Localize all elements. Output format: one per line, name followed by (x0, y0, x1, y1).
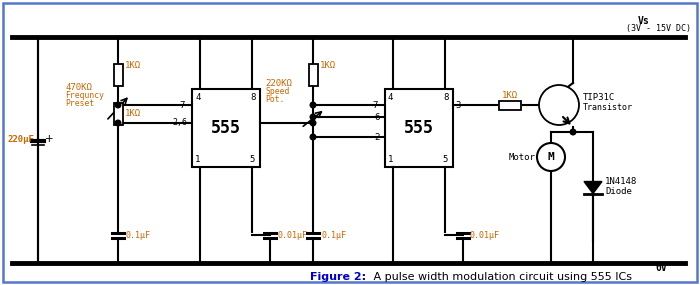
Text: 1KΩ: 1KΩ (125, 109, 141, 119)
Text: 4: 4 (195, 93, 200, 103)
Text: Pot.: Pot. (265, 95, 284, 103)
Text: Transistor: Transistor (583, 103, 633, 111)
Text: 6: 6 (374, 113, 379, 121)
Text: 0.1μF: 0.1μF (126, 231, 151, 239)
Text: 1KΩ: 1KΩ (502, 91, 518, 101)
Text: Motor: Motor (509, 152, 536, 162)
Text: Figure 2:: Figure 2: (310, 272, 366, 282)
Text: 1: 1 (195, 154, 200, 164)
Circle shape (310, 102, 316, 108)
Circle shape (116, 120, 121, 126)
Circle shape (116, 102, 121, 108)
Text: Speed: Speed (265, 87, 289, 95)
Text: 220KΩ: 220KΩ (265, 78, 292, 87)
Text: (3V - 15V DC): (3V - 15V DC) (626, 25, 691, 34)
Bar (499, 101, 521, 109)
Text: 8: 8 (250, 93, 255, 103)
Text: A pulse width modulation circuit using 555 ICs: A pulse width modulation circuit using 5… (370, 272, 632, 282)
Text: +: + (45, 134, 54, 144)
Text: Preset: Preset (65, 99, 94, 107)
Text: Diode: Diode (605, 187, 632, 196)
Text: Frequncy: Frequncy (65, 91, 104, 99)
Text: 1: 1 (388, 154, 393, 164)
Text: 555: 555 (211, 119, 241, 137)
Text: 8: 8 (443, 93, 449, 103)
Bar (309, 64, 318, 86)
Text: 1N4148: 1N4148 (605, 177, 637, 186)
Polygon shape (584, 182, 602, 194)
Text: 1KΩ: 1KΩ (320, 60, 336, 70)
Circle shape (310, 120, 316, 126)
Bar (113, 103, 122, 125)
Text: Vs: Vs (638, 16, 650, 26)
Text: 2: 2 (374, 133, 379, 141)
Text: 4: 4 (388, 93, 393, 103)
Text: 0.1μF: 0.1μF (321, 231, 346, 239)
Bar (192, 89, 260, 167)
Text: TIP31C: TIP31C (583, 93, 615, 101)
Text: 1KΩ: 1KΩ (125, 60, 141, 70)
Text: 470KΩ: 470KΩ (65, 82, 92, 91)
Circle shape (310, 134, 316, 140)
Text: 0.01μF: 0.01μF (470, 231, 500, 239)
Bar (385, 89, 453, 167)
Text: 2,6: 2,6 (172, 119, 187, 127)
Text: 5: 5 (249, 154, 254, 164)
Text: 7: 7 (372, 101, 377, 109)
Text: 555: 555 (404, 119, 434, 137)
Text: 5: 5 (442, 154, 447, 164)
Circle shape (570, 129, 576, 135)
Text: 7: 7 (179, 101, 184, 109)
Text: M: M (547, 152, 554, 162)
Circle shape (537, 143, 565, 171)
Text: 0V: 0V (655, 263, 666, 273)
Circle shape (539, 85, 579, 125)
Circle shape (310, 114, 316, 120)
Text: 220μF: 220μF (8, 135, 35, 144)
Text: 0.01μF: 0.01μF (277, 231, 307, 239)
Bar (113, 64, 122, 86)
Text: 3: 3 (455, 101, 461, 109)
